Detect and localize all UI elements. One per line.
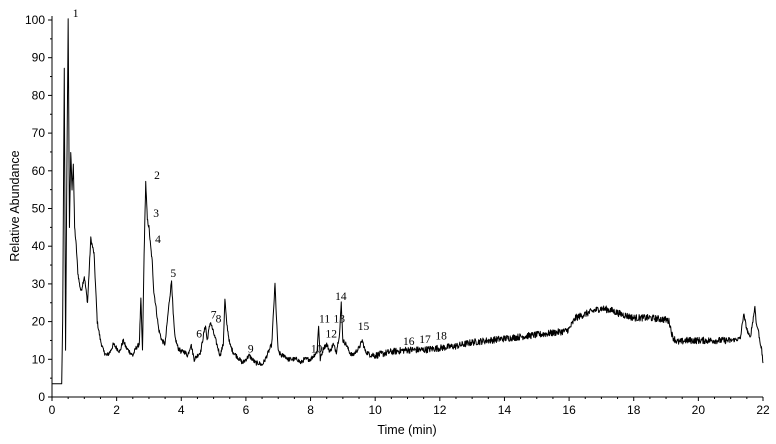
peak-label-9: 9	[248, 344, 254, 356]
chromatogram-trace	[51, 18, 764, 385]
peak-label-15: 15	[358, 321, 370, 333]
x-tick-label: 2	[113, 403, 120, 417]
peak-label-8: 8	[216, 313, 222, 325]
peak-label-3: 3	[153, 208, 159, 220]
x-tick-label: 8	[307, 403, 314, 417]
x-tick-label: 18	[627, 403, 641, 417]
x-tick-label: 12	[433, 403, 447, 417]
peak-label-17: 17	[419, 334, 431, 346]
peak-label-13: 13	[334, 313, 346, 325]
x-tick-label: 6	[243, 403, 250, 417]
peak-label-11: 11	[319, 313, 330, 325]
x-tick-label: 20	[692, 403, 706, 417]
y-tick-label: 20	[32, 315, 46, 329]
y-tick-label: 30	[32, 277, 46, 291]
ticks-layer: 0 2 4 6 8 10 12 14 16 18 20 22010203040506070809010…	[25, 13, 770, 417]
y-tick-label: 90	[32, 51, 46, 65]
trace-layer	[51, 18, 764, 385]
x-tick-label: 4	[178, 403, 185, 417]
peak-label-14: 14	[335, 291, 347, 303]
peak-label-4: 4	[155, 234, 161, 246]
y-tick-label: 10	[32, 352, 46, 366]
peak-label-18: 18	[435, 330, 447, 342]
peak-label-7: 7	[211, 310, 217, 322]
peak-label-10: 10	[311, 344, 323, 356]
y-tick-label: 60	[32, 164, 46, 178]
x-tick-label: 0	[49, 403, 56, 417]
x-axis-label: Time (min)	[377, 423, 436, 437]
peak-label-2: 2	[154, 170, 160, 182]
peak-label-6: 6	[196, 328, 202, 340]
x-tick-label: 14	[498, 403, 512, 417]
peak-label-12: 12	[325, 328, 337, 340]
y-tick-label: 80	[32, 88, 46, 102]
y-tick-label: 50	[32, 202, 46, 216]
y-tick-label: 100	[25, 13, 45, 27]
x-tick-label: 16	[562, 403, 576, 417]
peak-label-16: 16	[403, 336, 415, 348]
y-axis-label: Relative Abundance	[8, 150, 22, 261]
y-tick-label: 40	[32, 239, 46, 253]
x-tick-label: 22	[756, 403, 770, 417]
y-tick-label: 0	[38, 390, 45, 404]
peak-label-1: 1	[73, 8, 79, 20]
x-tick-label: 10	[369, 403, 383, 417]
peak-label-5: 5	[170, 268, 176, 280]
y-tick-label: 70	[32, 126, 46, 140]
